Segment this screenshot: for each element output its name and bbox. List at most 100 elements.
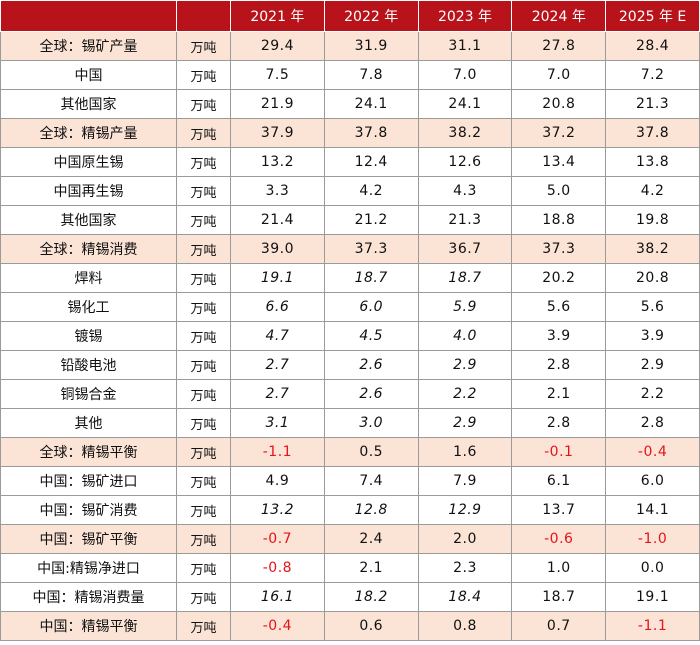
header-year: 2023 年 xyxy=(417,0,513,32)
value-cell: 38.2 xyxy=(605,234,700,264)
value-cell: 7.4 xyxy=(323,466,419,496)
row-unit: 万吨 xyxy=(176,147,231,177)
value-cell: 20.2 xyxy=(511,263,607,293)
row-label: 中国：锡矿进口 xyxy=(0,466,177,496)
value-cell: 19.1 xyxy=(605,582,700,612)
table-row: 中国：锡矿消费 万吨 13.2 12.8 12.9 13.7 14.1 xyxy=(0,495,700,525)
value-cell: 16.1 xyxy=(230,582,325,612)
value-cell: -0.4 xyxy=(230,611,325,641)
value-cell: 3.3 xyxy=(230,176,325,206)
row-label: 全球：精锡平衡 xyxy=(0,437,177,467)
value-cell: 2.8 xyxy=(605,408,700,438)
value-cell: -0.8 xyxy=(230,553,325,583)
value-cell: 20.8 xyxy=(605,263,700,293)
row-unit: 万吨 xyxy=(176,582,231,612)
value-cell: 12.4 xyxy=(323,147,419,177)
value-cell: 37.2 xyxy=(511,118,607,148)
value-cell: 2.7 xyxy=(230,350,325,380)
table-row: 其他国家 万吨 21.4 21.2 21.3 18.8 19.8 xyxy=(0,205,700,235)
row-label: 中国：精锡消费量 xyxy=(0,582,177,612)
value-cell: 4.9 xyxy=(230,466,325,496)
value-cell: 2.8 xyxy=(511,408,607,438)
value-cell: 7.2 xyxy=(605,60,700,90)
value-cell: 37.3 xyxy=(323,234,419,264)
header-blank-name xyxy=(0,0,177,32)
value-cell: 12.9 xyxy=(417,495,513,525)
value-cell: 6.1 xyxy=(511,466,607,496)
table-row: 全球：精锡平衡 万吨 -1.1 0.5 1.6 -0.1 -0.4 xyxy=(0,437,700,467)
value-cell: -0.7 xyxy=(230,524,325,554)
value-cell: 18.2 xyxy=(323,582,419,612)
value-cell: 5.6 xyxy=(511,292,607,322)
row-label: 其他 xyxy=(0,408,177,438)
table-row: 中国再生锡 万吨 3.3 4.2 4.3 5.0 4.2 xyxy=(0,176,700,206)
value-cell: 3.9 xyxy=(605,321,700,351)
table-row: 中国：精锡消费量 万吨 16.1 18.2 18.4 18.7 19.1 xyxy=(0,582,700,612)
value-cell: 4.7 xyxy=(230,321,325,351)
row-unit: 万吨 xyxy=(176,205,231,235)
value-cell: 5.9 xyxy=(417,292,513,322)
header-year: 2024 年 xyxy=(511,0,607,32)
row-unit: 万吨 xyxy=(176,495,231,525)
row-label: 中国：精锡平衡 xyxy=(0,611,177,641)
table-row: 全球：精锡消费 万吨 39.0 37.3 36.7 37.3 38.2 xyxy=(0,234,700,264)
value-cell: 21.4 xyxy=(230,205,325,235)
value-cell: 2.6 xyxy=(323,379,419,409)
value-cell: -1.0 xyxy=(605,524,700,554)
row-label: 全球：精锡产量 xyxy=(0,118,177,148)
row-label: 铅酸电池 xyxy=(0,350,177,380)
table-row: 中国:精锡净进口 万吨 -0.8 2.1 2.3 1.0 0.0 xyxy=(0,553,700,583)
row-unit: 万吨 xyxy=(176,176,231,206)
value-cell: 21.9 xyxy=(230,89,325,119)
value-cell: -0.1 xyxy=(511,437,607,467)
value-cell: 5.0 xyxy=(511,176,607,206)
value-cell: 0.5 xyxy=(323,437,419,467)
row-unit: 万吨 xyxy=(176,350,231,380)
value-cell: 1.6 xyxy=(417,437,513,467)
value-cell: 18.7 xyxy=(511,582,607,612)
row-label: 中国 xyxy=(0,60,177,90)
value-cell: 2.4 xyxy=(323,524,419,554)
value-cell: 24.1 xyxy=(323,89,419,119)
value-cell: 2.0 xyxy=(417,524,513,554)
value-cell: 4.5 xyxy=(323,321,419,351)
value-cell: 2.2 xyxy=(605,379,700,409)
value-cell: 39.0 xyxy=(230,234,325,264)
value-cell: 13.8 xyxy=(605,147,700,177)
value-cell: 38.2 xyxy=(417,118,513,148)
row-unit: 万吨 xyxy=(176,466,231,496)
table-row: 铜锡合金 万吨 2.7 2.6 2.2 2.1 2.2 xyxy=(0,379,700,409)
row-label: 镀锡 xyxy=(0,321,177,351)
row-unit: 万吨 xyxy=(176,118,231,148)
value-cell: 3.0 xyxy=(323,408,419,438)
row-unit: 万吨 xyxy=(176,524,231,554)
row-label: 铜锡合金 xyxy=(0,379,177,409)
value-cell: 4.2 xyxy=(323,176,419,206)
value-cell: 18.4 xyxy=(417,582,513,612)
value-cell: 1.0 xyxy=(511,553,607,583)
value-cell: 31.1 xyxy=(417,31,513,61)
value-cell: 2.9 xyxy=(417,408,513,438)
value-cell: 19.1 xyxy=(230,263,325,293)
value-cell: 36.7 xyxy=(417,234,513,264)
table-row: 全球：精锡产量 万吨 37.9 37.8 38.2 37.2 37.8 xyxy=(0,118,700,148)
value-cell: 20.8 xyxy=(511,89,607,119)
row-unit: 万吨 xyxy=(176,292,231,322)
row-label: 全球：精锡消费 xyxy=(0,234,177,264)
value-cell: 12.6 xyxy=(417,147,513,177)
value-cell: 13.4 xyxy=(511,147,607,177)
value-cell: -0.4 xyxy=(605,437,700,467)
row-unit: 万吨 xyxy=(176,263,231,293)
value-cell: 6.0 xyxy=(323,292,419,322)
row-label: 其他国家 xyxy=(0,205,177,235)
table-row: 全球：锡矿产量 万吨 29.4 31.9 31.1 27.8 28.4 xyxy=(0,31,700,61)
row-label: 中国：锡矿平衡 xyxy=(0,524,177,554)
value-cell: 29.4 xyxy=(230,31,325,61)
value-cell: 5.6 xyxy=(605,292,700,322)
table-row: 中国：精锡平衡 万吨 -0.4 0.6 0.8 0.7 -1.1 xyxy=(0,611,700,641)
row-label: 中国：锡矿消费 xyxy=(0,495,177,525)
value-cell: 7.0 xyxy=(417,60,513,90)
table-row: 镀锡 万吨 4.7 4.5 4.0 3.9 3.9 xyxy=(0,321,700,351)
value-cell: 28.4 xyxy=(605,31,700,61)
